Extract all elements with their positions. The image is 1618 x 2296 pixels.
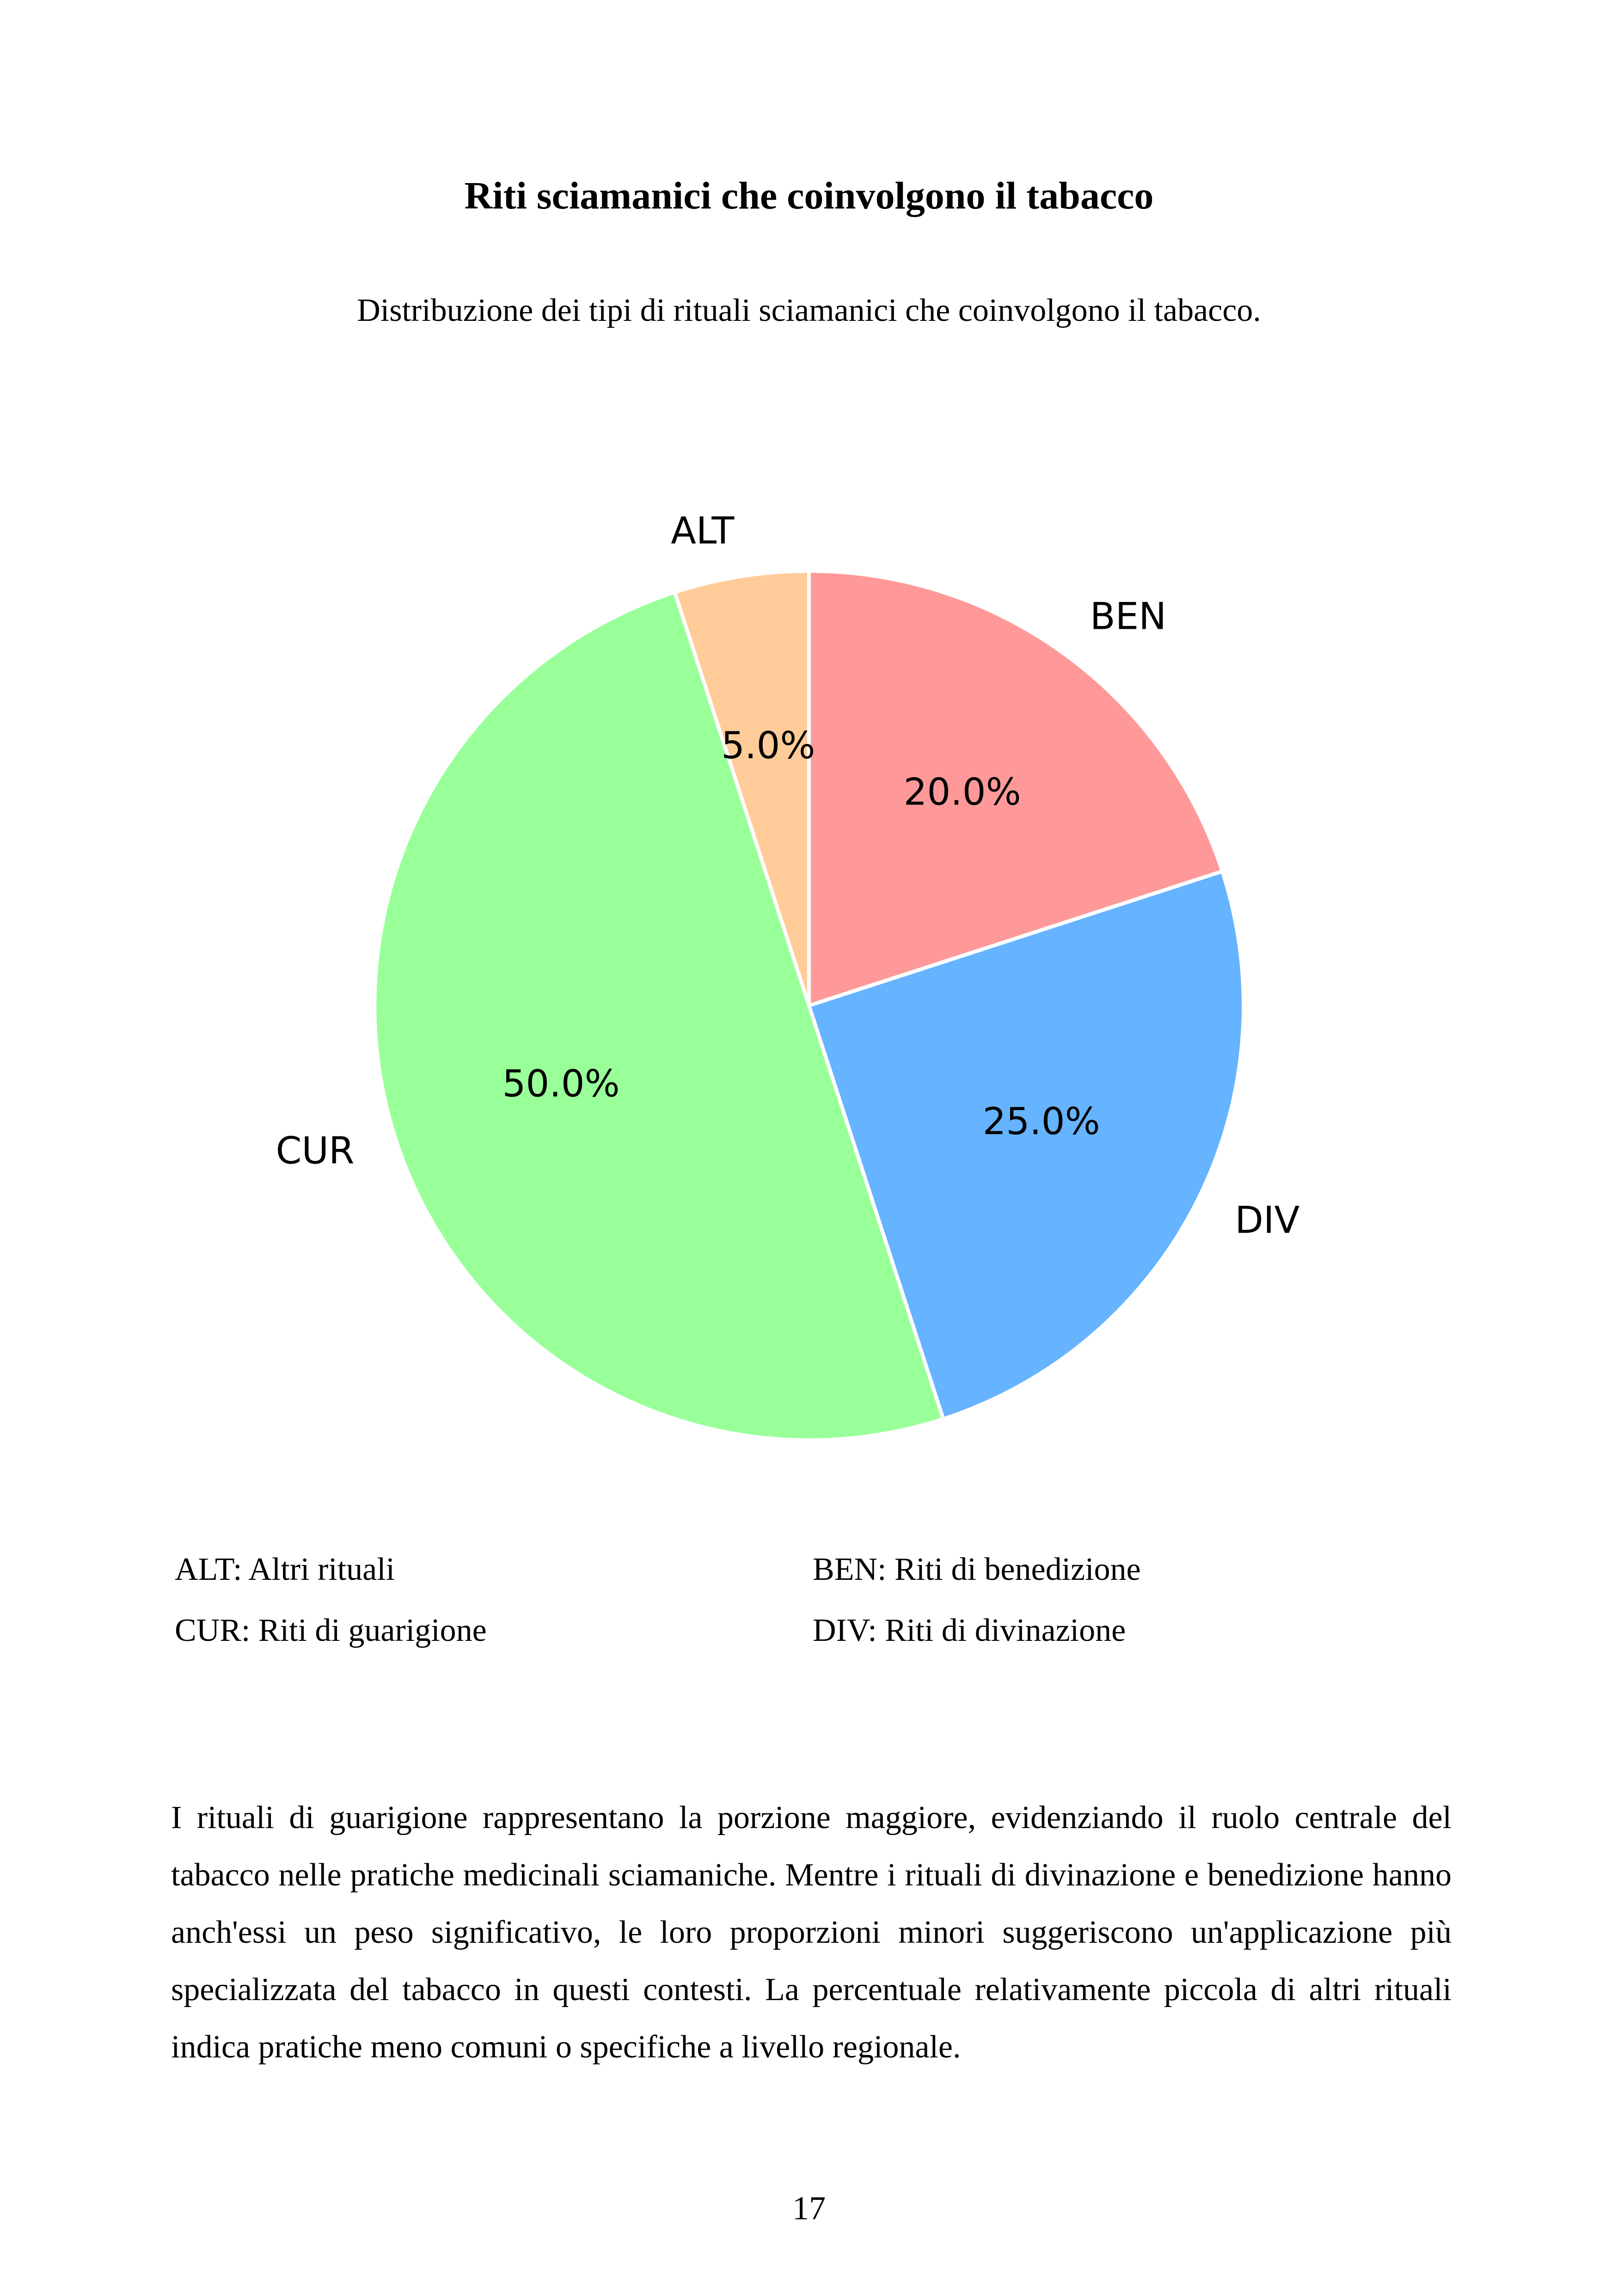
pie-slice-cur [374,592,943,1440]
legend-item-cur: CUR: Riti di guarigione [175,1613,487,1648]
slice-label-alt: ALT [671,510,735,553]
pct-label-cur: 50.0% [503,1062,620,1105]
pct-label-alt: 5.0% [721,724,815,767]
chart-subtitle: Distribuzione dei tipi di rituali sciama… [357,293,1261,328]
chart-title: Riti sciamanici che coinvolgono il tabac… [464,174,1154,217]
pie-slice-div [807,869,1245,1421]
page-number: 17 [792,2190,826,2227]
slice-label-ben: BEN [1090,595,1166,638]
pie-slice-ben [807,569,1224,1007]
slice-label-div: DIV [1235,1198,1299,1241]
slice-label-cur: CUR [276,1129,355,1172]
body-paragraph: I rituali di guarigione rappresentano la… [171,1800,1452,2065]
pct-label-div: 25.0% [982,1100,1100,1143]
legend-item-div: DIV: Riti di divinazione [813,1613,1126,1648]
pct-label-ben: 20.0% [903,771,1021,814]
legend-item-ben: BEN: Riti di benedizione [813,1552,1141,1587]
pie-slice-alt [673,569,811,1007]
legend-item-alt: ALT: Altri rituali [175,1552,395,1587]
